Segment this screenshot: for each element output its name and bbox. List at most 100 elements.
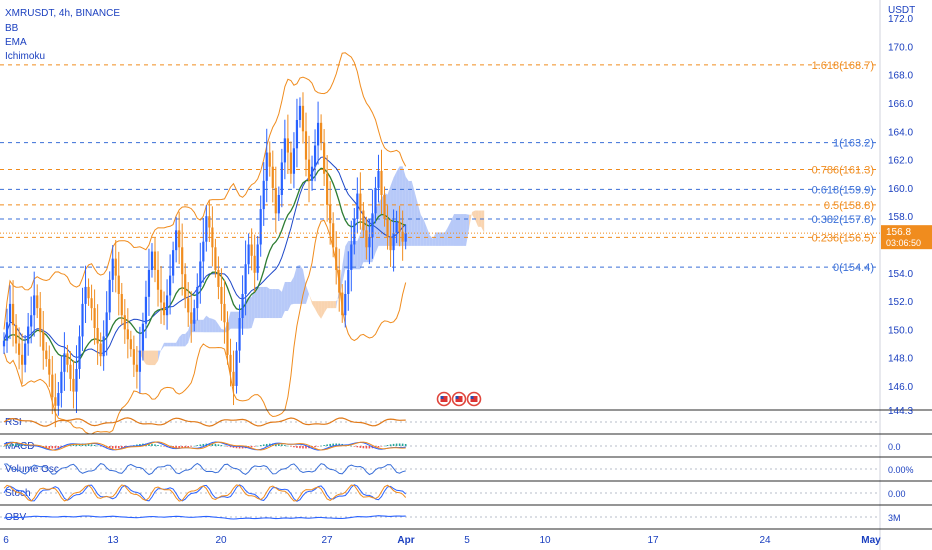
candle[interactable]	[323, 129, 326, 186]
candle[interactable]	[60, 355, 63, 408]
candle[interactable]	[353, 207, 356, 255]
candle[interactable]	[126, 308, 129, 359]
candle[interactable]	[123, 299, 126, 344]
candle[interactable]	[21, 333, 24, 384]
candle[interactable]	[320, 114, 323, 151]
candle[interactable]	[401, 210, 404, 261]
candle[interactable]	[256, 236, 259, 281]
candle[interactable]	[377, 154, 380, 203]
candle[interactable]	[232, 350, 235, 406]
candle[interactable]	[292, 132, 296, 189]
candle[interactable]	[87, 278, 90, 306]
candle[interactable]	[298, 97, 302, 128]
candle[interactable]	[144, 280, 148, 339]
candle[interactable]	[11, 280, 15, 347]
candle[interactable]	[27, 312, 30, 356]
candle[interactable]	[84, 265, 87, 323]
candle[interactable]	[30, 296, 33, 344]
candle[interactable]	[153, 237, 157, 283]
candle[interactable]	[202, 217, 205, 283]
candle[interactable]	[208, 200, 211, 243]
candle[interactable]	[63, 332, 66, 391]
candle[interactable]	[178, 211, 181, 265]
candle[interactable]	[156, 251, 160, 307]
candle[interactable]	[205, 205, 208, 252]
candle[interactable]	[211, 206, 214, 267]
candle[interactable]	[8, 285, 12, 340]
candle[interactable]	[36, 284, 39, 319]
candle[interactable]	[117, 251, 120, 316]
candle[interactable]	[96, 304, 99, 365]
candle[interactable]	[72, 360, 75, 409]
candle[interactable]	[392, 209, 395, 272]
candle[interactable]	[114, 239, 117, 293]
candle[interactable]	[42, 310, 45, 370]
candle[interactable]	[51, 355, 54, 415]
legend-bb[interactable]: BB	[5, 23, 19, 34]
candle[interactable]	[217, 256, 220, 300]
candle[interactable]	[316, 101, 320, 165]
candle[interactable]	[280, 148, 283, 208]
candle[interactable]	[329, 181, 332, 245]
candle[interactable]	[193, 299, 196, 332]
candle[interactable]	[184, 263, 187, 309]
candle[interactable]	[262, 162, 265, 226]
candle[interactable]	[220, 268, 223, 321]
candle[interactable]	[120, 282, 123, 326]
legend-ema[interactable]: EMA	[5, 37, 27, 48]
candle[interactable]	[108, 271, 111, 321]
candle[interactable]	[241, 275, 244, 335]
candle[interactable]	[165, 279, 169, 330]
candle[interactable]	[301, 92, 305, 144]
candle[interactable]	[374, 176, 377, 224]
candle[interactable]	[368, 218, 371, 265]
candle[interactable]	[371, 189, 374, 259]
candle[interactable]	[362, 202, 365, 238]
candle[interactable]	[283, 119, 286, 180]
candle[interactable]	[223, 280, 226, 344]
candle[interactable]	[383, 186, 386, 227]
candle[interactable]	[380, 149, 383, 215]
candle[interactable]	[150, 243, 154, 278]
candle[interactable]	[395, 210, 398, 244]
candle[interactable]	[18, 327, 21, 370]
candle[interactable]	[187, 282, 190, 327]
candle[interactable]	[326, 155, 329, 222]
candle[interactable]	[69, 351, 72, 392]
candle[interactable]	[253, 234, 256, 292]
candle[interactable]	[347, 251, 350, 311]
candle[interactable]	[332, 212, 335, 258]
candle[interactable]	[304, 112, 308, 177]
legend-ichimoku[interactable]: Ichimoku	[5, 51, 45, 62]
candle[interactable]	[398, 205, 401, 247]
candle[interactable]	[169, 254, 172, 315]
candle[interactable]	[196, 273, 199, 321]
fibonacci-retracement[interactable]: 1.618(168.7) 1(163.2) 0.786(161.3) 0.618(15…	[0, 60, 880, 274]
candle[interactable]	[81, 287, 84, 351]
candle[interactable]	[341, 284, 344, 323]
candle[interactable]	[268, 141, 271, 177]
candle[interactable]	[359, 172, 362, 230]
candle[interactable]	[389, 218, 392, 267]
candle[interactable]	[289, 141, 292, 184]
candle[interactable]	[365, 216, 368, 260]
candle[interactable]	[147, 248, 151, 316]
us-flag-event-icon[interactable]	[466, 391, 482, 407]
candle[interactable]	[250, 228, 253, 271]
candle[interactable]	[162, 291, 166, 326]
candle[interactable]	[310, 155, 314, 191]
candle[interactable]	[175, 216, 178, 263]
candle[interactable]	[105, 291, 108, 356]
candle[interactable]	[265, 128, 268, 203]
candle[interactable]	[338, 248, 341, 312]
candle[interactable]	[93, 289, 96, 345]
candle[interactable]	[271, 150, 274, 203]
candle[interactable]	[190, 291, 193, 343]
candle[interactable]	[214, 238, 217, 278]
candle[interactable]	[24, 335, 27, 373]
candle[interactable]	[132, 335, 135, 377]
candle[interactable]	[39, 292, 42, 347]
candle[interactable]	[350, 220, 353, 292]
candle[interactable]	[247, 233, 250, 275]
